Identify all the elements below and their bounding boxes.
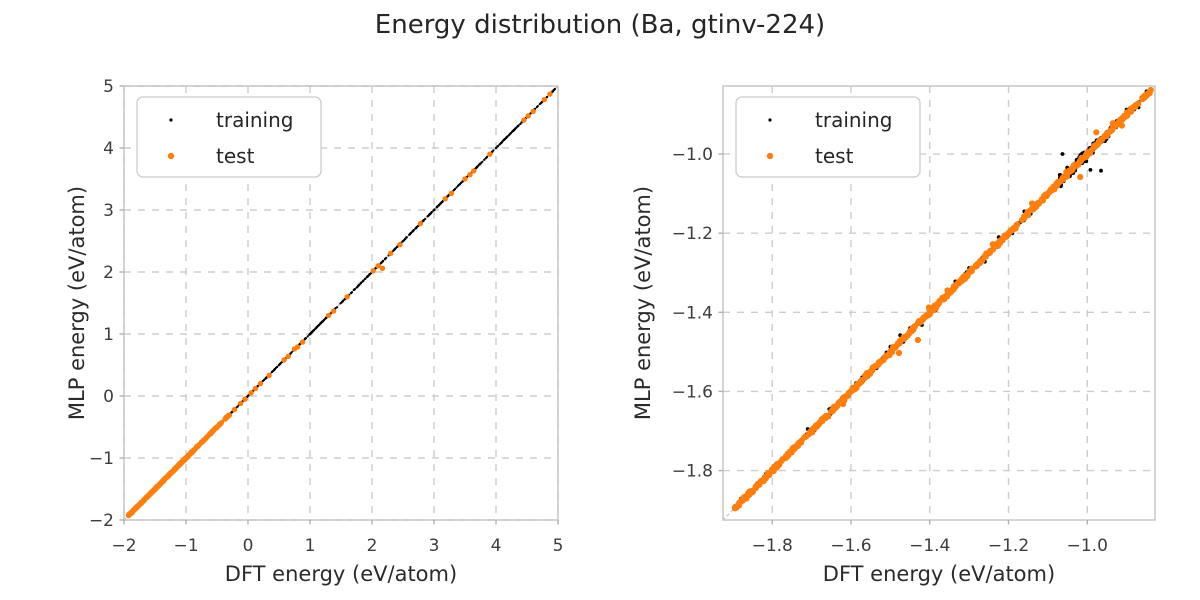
legend: training test (735, 96, 921, 178)
y-tick-label: −1.6 (672, 382, 713, 402)
legend-label-training: training (216, 108, 293, 132)
legend-box (735, 96, 921, 178)
x-tick-label: 2 (367, 536, 378, 556)
tick-marks (119, 85, 559, 525)
y-tick-label: 4 (103, 139, 114, 159)
y-tick-label: 5 (103, 77, 114, 97)
axes-spines (722, 85, 1156, 521)
x-tick-label: 5 (553, 536, 564, 556)
x-tick-label: −1.6 (830, 536, 871, 556)
y-tick-label: 2 (103, 263, 114, 283)
legend: training test (136, 96, 322, 178)
y-tick-label: −1.0 (672, 145, 713, 165)
x-tick-label: −1.4 (909, 536, 950, 556)
plot-zoomed-parity: −1.8 −1.6 −1.4 −1.2 −1.0 −1.8 −1.6 −1.4 −1.2 −1.0… (631, 85, 1156, 586)
legend-label-test: test (216, 144, 255, 168)
x-tick-label: 3 (429, 536, 440, 556)
test-points (125, 91, 553, 519)
y-axis-label: MLP energy (eV/atom) (631, 186, 655, 420)
legend-box (136, 96, 322, 178)
training-marker-icon (768, 118, 772, 122)
x-tick-label: −1 (173, 536, 198, 556)
y-tick-label: −1 (89, 449, 114, 469)
x-tick-label: 1 (305, 536, 316, 556)
x-tick-label: 0 (243, 536, 254, 556)
x-tick-label: 4 (491, 536, 502, 556)
y-tick-label: −1.4 (672, 303, 713, 323)
y-tick-label: −1.8 (672, 462, 713, 482)
test-marker-icon (167, 152, 175, 160)
legend-label-training: training (815, 108, 892, 132)
tick-marks (718, 153, 1088, 525)
y-tick-label: 3 (103, 201, 114, 221)
figure-title: Energy distribution (Ba, gtinv-224) (374, 10, 826, 40)
training-marker-icon (169, 118, 173, 122)
x-tick-label: −2 (111, 536, 136, 556)
y-tick-label: 0 (103, 387, 114, 407)
test-points (731, 86, 1154, 512)
y-tick-label: 1 (103, 325, 114, 345)
x-tick-label: −1.8 (752, 536, 793, 556)
x-axis-label: DFT energy (eV/atom) (823, 562, 1055, 586)
y-tick-label: −2 (89, 511, 114, 531)
plot-full-range-parity: −2 −1 0 1 2 3 4 5 −2 −1 0 1 2 3 4 5 DFT energy (eV/atom)… (65, 77, 563, 586)
y-axis-label: MLP energy (eV/atom) (65, 186, 89, 420)
test-marker-icon (766, 152, 774, 160)
axes-spines (123, 85, 559, 521)
y-tick-label: −1.2 (672, 224, 713, 244)
legend-label-test: test (815, 144, 854, 168)
x-axis-label: DFT energy (eV/atom) (225, 562, 457, 586)
x-tick-label: −1.0 (1067, 536, 1108, 556)
x-tick-label: −1.2 (988, 536, 1029, 556)
